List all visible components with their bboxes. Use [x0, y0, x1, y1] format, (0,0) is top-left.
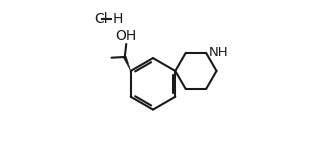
Text: NH: NH [209, 46, 228, 59]
Text: H: H [112, 12, 122, 26]
Text: OH: OH [116, 29, 137, 43]
Text: Cl: Cl [95, 12, 108, 26]
Polygon shape [123, 56, 131, 71]
